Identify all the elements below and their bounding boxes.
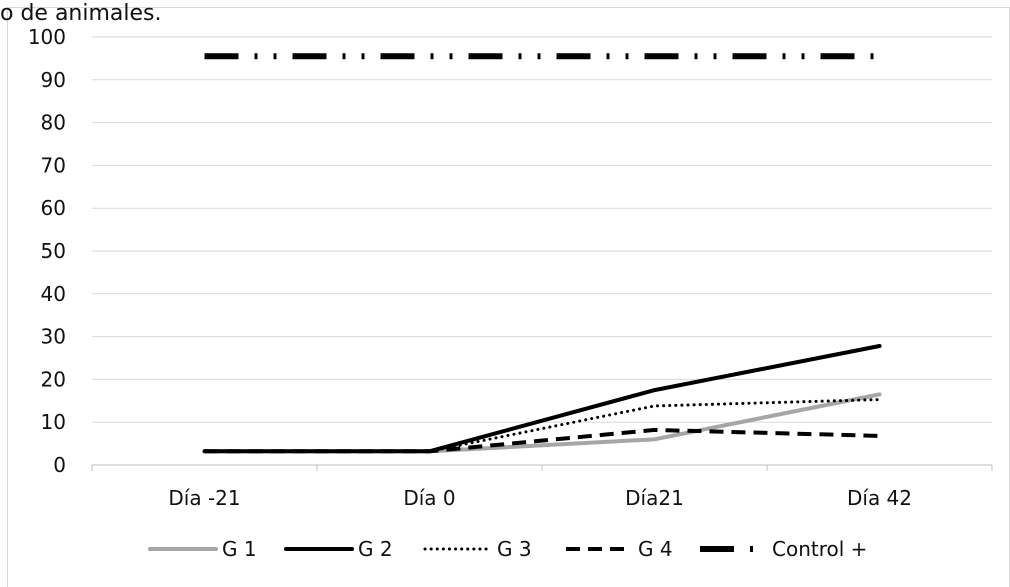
y-tick-label: 80 xyxy=(41,111,66,135)
legend-label: G 3 xyxy=(497,537,532,561)
y-tick-label: 90 xyxy=(41,68,66,92)
legend-label: G 2 xyxy=(358,537,393,561)
y-tick-label: 20 xyxy=(41,367,66,391)
legend-label: G 4 xyxy=(638,537,673,561)
legend-item-g-4: G 4 xyxy=(566,537,673,561)
y-tick-label: 0 xyxy=(53,453,66,477)
legend-item-g-3: G 3 xyxy=(423,537,532,561)
series-line-g-3 xyxy=(203,398,881,453)
x-tick-label: Día -21 xyxy=(168,486,240,510)
y-tick-label: 70 xyxy=(41,153,66,177)
series-line-g-4 xyxy=(204,427,880,454)
legend-label: G 1 xyxy=(222,537,257,561)
legend: G 1 G 2 G 3 G 4 Control + xyxy=(148,537,867,561)
x-tick-label: Día21 xyxy=(625,486,684,510)
x-tick-label: Día 42 xyxy=(847,486,912,510)
y-tick-label: 10 xyxy=(41,410,66,434)
legend-item-g-2: G 2 xyxy=(284,537,393,561)
top-caption: o de animales. xyxy=(0,1,162,26)
y-tick-label: 30 xyxy=(41,325,66,349)
legend-item-control: Control + xyxy=(700,537,867,561)
y-tick-label: 40 xyxy=(41,282,66,306)
y-tick-label: 60 xyxy=(41,196,66,220)
axis-layer: 0 10 20 30 40 50 60 70 80 90 100 Día -21 Día 0 Día21 D… xyxy=(28,25,993,510)
legend-label: Control + xyxy=(772,537,867,561)
series-layer xyxy=(202,53,882,454)
y-tick-label: 100 xyxy=(28,25,66,49)
legend-item-g-1: G 1 xyxy=(148,537,257,561)
x-tick-label: Día 0 xyxy=(403,486,455,510)
y-tick-label: 50 xyxy=(41,239,66,263)
